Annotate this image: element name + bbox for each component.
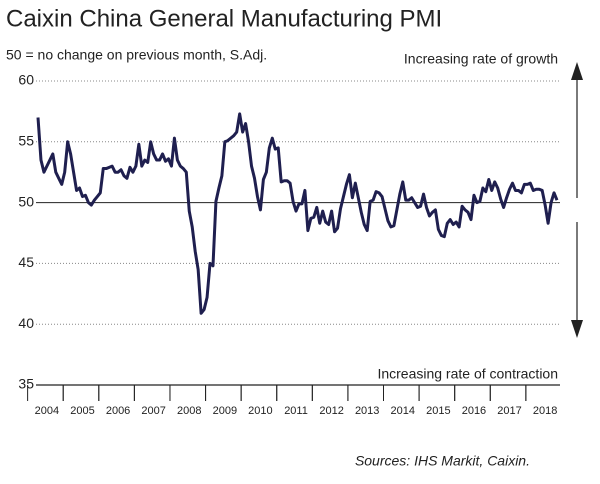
x-tick-label: 2011 — [284, 405, 308, 417]
chart-title: Caixin China General Manufacturing PMI — [6, 5, 442, 32]
x-tick-label: 2010 — [248, 405, 272, 417]
x-tick-label: 2012 — [319, 405, 343, 417]
x-tick-label: 2014 — [391, 405, 415, 417]
x-tick-label: 2013 — [355, 405, 379, 417]
annotation: Increasing rate of growth — [404, 51, 558, 67]
y-tick-label: 60 — [18, 72, 34, 88]
x-tick-label: 2005 — [70, 405, 94, 417]
x-tick-label: 2016 — [462, 405, 486, 417]
y-tick-label: 35 — [18, 376, 34, 392]
x-tick-label: 2017 — [497, 405, 521, 417]
x-tick-label: 2007 — [141, 405, 165, 417]
subtitle: 50 = no change on previous month, S.Adj. — [6, 47, 267, 63]
source: Sources: IHS Markit, Caixin. — [355, 453, 530, 469]
x-tick-label: 2009 — [213, 405, 237, 417]
x-tick-label: 2006 — [106, 405, 130, 417]
x-tick-label: 2004 — [35, 405, 59, 417]
y-tick-label: 40 — [18, 315, 34, 331]
y-tick-label: 55 — [18, 133, 34, 149]
x-tick-label: 2008 — [177, 405, 201, 417]
line — [36, 112, 559, 315]
y-tick-label: 50 — [18, 193, 34, 209]
x-tick-label: 2015 — [426, 405, 450, 417]
annotation: Increasing rate of contraction — [377, 366, 558, 382]
x-tick-label: 2018 — [533, 405, 557, 417]
y-tick-label: 45 — [18, 254, 34, 270]
arrows — [571, 62, 583, 338]
